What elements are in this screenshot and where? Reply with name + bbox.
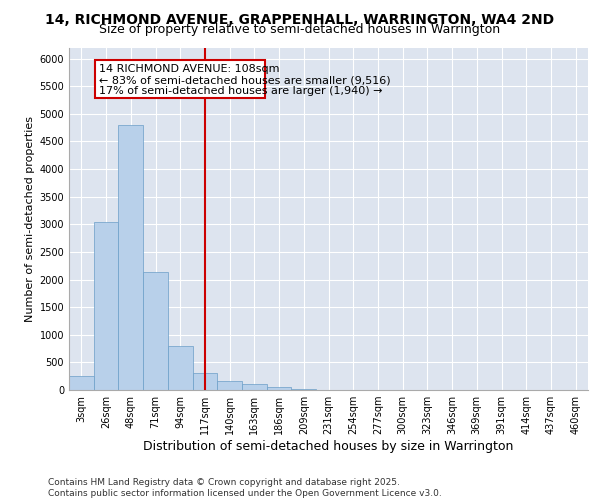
Bar	[242, 384, 267, 390]
Text: 14, RICHMOND AVENUE, GRAPPENHALL, WARRINGTON, WA4 2ND: 14, RICHMOND AVENUE, GRAPPENHALL, WARRIN…	[46, 12, 554, 26]
Text: 14 RICHMOND AVENUE: 108sqm: 14 RICHMOND AVENUE: 108sqm	[98, 64, 279, 74]
Text: Contains HM Land Registry data © Crown copyright and database right 2025.
Contai: Contains HM Land Registry data © Crown c…	[48, 478, 442, 498]
Text: 17% of semi-detached houses are larger (1,940) →: 17% of semi-detached houses are larger (…	[98, 86, 382, 96]
X-axis label: Distribution of semi-detached houses by size in Warrington: Distribution of semi-detached houses by …	[143, 440, 514, 453]
Bar	[267, 387, 292, 390]
Text: Size of property relative to semi-detached houses in Warrington: Size of property relative to semi-detach…	[100, 22, 500, 36]
Text: ← 83% of semi-detached houses are smaller (9,516): ← 83% of semi-detached houses are smalle…	[98, 75, 390, 85]
Bar	[94, 222, 118, 390]
Bar	[118, 125, 143, 390]
Bar	[193, 373, 217, 390]
Bar	[217, 382, 242, 390]
Bar	[168, 346, 193, 390]
Y-axis label: Number of semi-detached properties: Number of semi-detached properties	[25, 116, 35, 322]
Bar	[143, 272, 168, 390]
Bar	[69, 376, 94, 390]
FancyBboxPatch shape	[95, 60, 265, 98]
